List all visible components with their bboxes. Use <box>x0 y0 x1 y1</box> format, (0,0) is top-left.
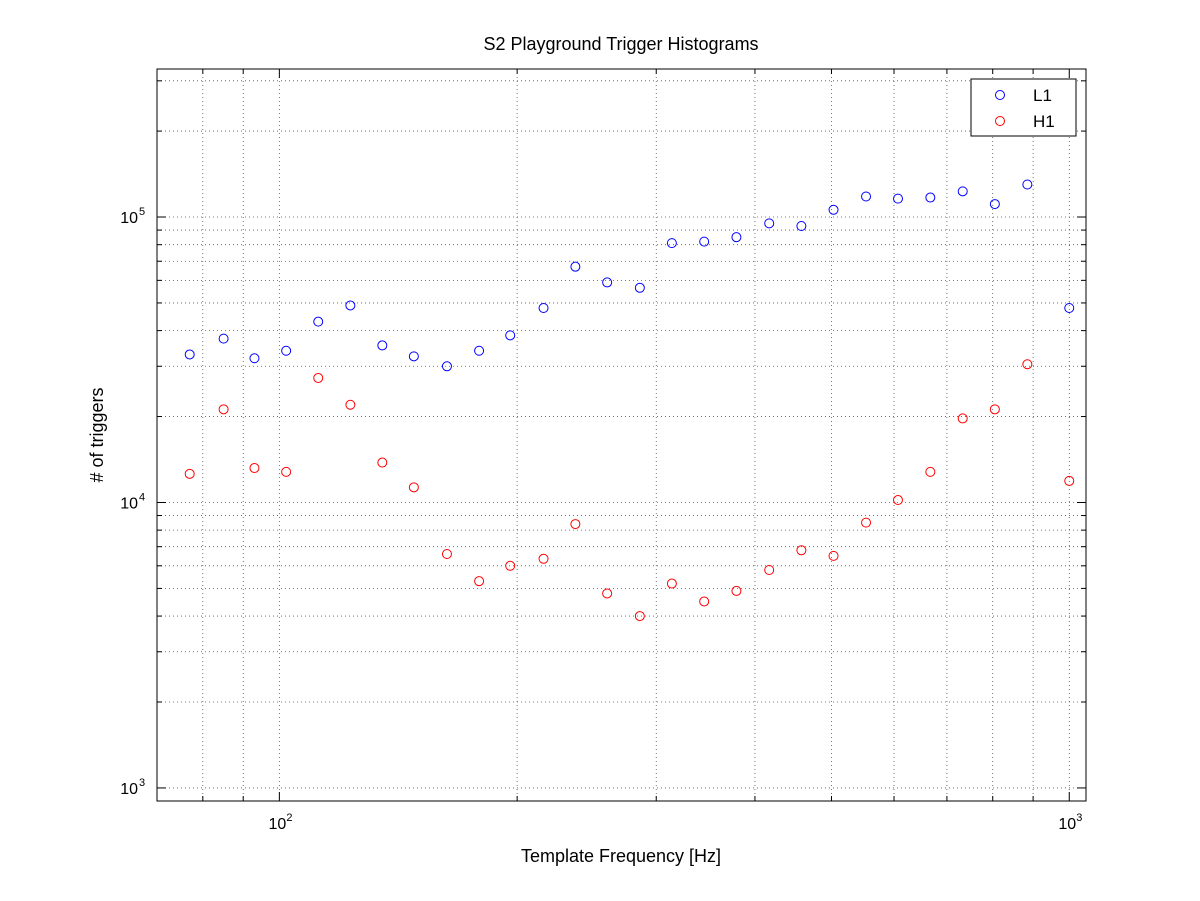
point-l1 <box>634 282 645 293</box>
x-tick-label-exponent: 2 <box>286 812 292 824</box>
legend-box <box>970 78 1077 137</box>
point-h1 <box>699 596 710 607</box>
point-h1 <box>313 372 324 383</box>
point-h1 <box>474 576 485 587</box>
point-l1 <box>313 316 324 327</box>
point-h1 <box>861 517 872 528</box>
legend: L1 H1 <box>970 78 1077 137</box>
x-tick-label-exponent: 3 <box>1076 812 1082 824</box>
point-l1 <box>957 186 968 197</box>
legend-marker-h1 <box>995 116 1005 126</box>
point-l1 <box>666 238 677 249</box>
point-l1 <box>764 218 775 229</box>
point-h1 <box>602 588 613 599</box>
y-tick-label: 10 3 <box>120 777 145 798</box>
point-h1 <box>377 457 388 468</box>
legend-marker-l1 <box>995 90 1005 100</box>
y-tick-label-base: 10 <box>120 210 138 227</box>
point-l1 <box>474 345 485 356</box>
chart-title: S2 Playground Trigger Histograms <box>483 34 758 54</box>
plot-background <box>157 69 1086 801</box>
axis-ticks <box>156 69 1086 802</box>
y-tick-label-exponent: 3 <box>139 777 145 789</box>
legend-label-h1: H1 <box>1033 112 1055 131</box>
point-h1 <box>281 466 292 477</box>
point-l1 <box>828 204 839 215</box>
y-tick-label-base: 10 <box>120 495 138 512</box>
point-l1 <box>570 261 581 272</box>
point-h1 <box>957 413 968 424</box>
point-h1 <box>1022 359 1033 370</box>
point-h1 <box>218 404 229 415</box>
point-h1 <box>989 404 1000 415</box>
point-l1 <box>377 340 388 351</box>
point-h1 <box>538 553 549 564</box>
grid <box>156 69 1086 802</box>
x-tick-label-base: 10 <box>268 816 286 833</box>
point-l1 <box>408 351 419 362</box>
point-l1 <box>731 232 742 243</box>
y-tick-label-base: 10 <box>120 781 138 798</box>
point-l1 <box>505 330 516 341</box>
x-tick-label: 10 2 <box>268 812 292 833</box>
y-tick-label-exponent: 5 <box>139 206 145 218</box>
point-h1 <box>570 519 581 530</box>
point-l1 <box>249 353 260 364</box>
x-axis-label: Template Frequency [Hz] <box>521 846 721 866</box>
point-l1 <box>602 277 613 288</box>
point-h1 <box>796 545 807 556</box>
y-tick-label-exponent: 4 <box>139 491 145 503</box>
point-h1 <box>925 466 936 477</box>
point-l1 <box>861 191 872 202</box>
point-l1 <box>218 333 229 344</box>
data-points <box>184 179 1075 622</box>
tick-labels: 10 2 10 310 310 410 5 <box>120 206 1082 833</box>
point-l1 <box>184 349 195 360</box>
point-h1 <box>345 399 356 410</box>
point-h1 <box>408 482 419 493</box>
y-axis-label: # of triggers <box>87 387 107 482</box>
point-l1 <box>699 236 710 247</box>
point-l1 <box>538 303 549 314</box>
point-h1 <box>1064 475 1075 486</box>
x-tick-label: 10 3 <box>1058 812 1082 833</box>
point-l1 <box>1064 303 1075 314</box>
y-tick-label: 10 5 <box>120 206 145 227</box>
point-h1 <box>634 611 645 622</box>
x-tick-label-base: 10 <box>1058 816 1076 833</box>
point-h1 <box>764 565 775 576</box>
point-h1 <box>893 495 904 506</box>
point-l1 <box>989 199 1000 210</box>
point-h1 <box>828 550 839 561</box>
point-l1 <box>925 192 936 203</box>
point-l1 <box>345 300 356 311</box>
legend-label-l1: L1 <box>1033 86 1052 105</box>
point-h1 <box>184 468 195 479</box>
point-h1 <box>666 578 677 589</box>
point-l1 <box>796 221 807 232</box>
point-h1 <box>731 585 742 596</box>
point-l1 <box>441 361 452 372</box>
point-h1 <box>505 560 516 571</box>
y-tick-label: 10 4 <box>120 491 145 512</box>
point-h1 <box>441 548 452 559</box>
plot-frame <box>156 68 1087 802</box>
point-l1 <box>1022 179 1033 190</box>
point-l1 <box>893 193 904 204</box>
point-h1 <box>249 463 260 474</box>
point-l1 <box>281 345 292 356</box>
